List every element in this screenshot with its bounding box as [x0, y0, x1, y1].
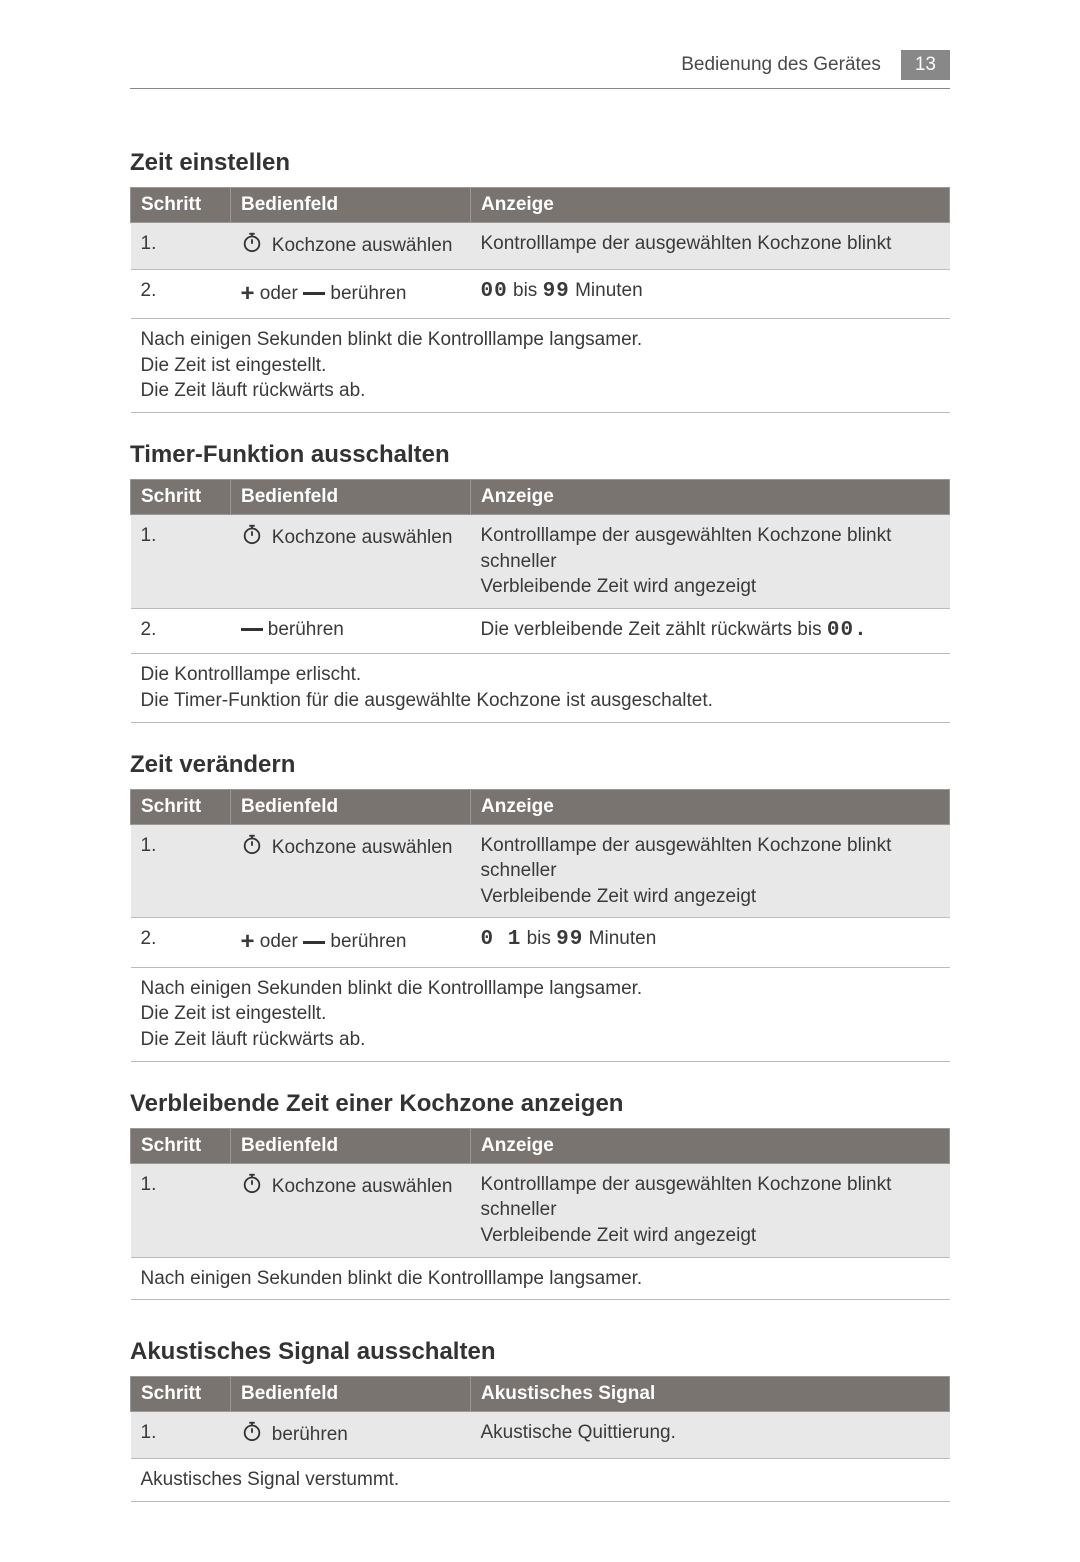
column-header: Bedienfeld — [231, 789, 471, 824]
table-footer-row: Akustisches Signal verstummt. — [131, 1458, 950, 1501]
section-title: Akustisches Signal ausschalten — [130, 1338, 950, 1366]
step-cell: 1. — [131, 1163, 231, 1257]
plus-icon: + — [241, 280, 255, 307]
operation-cell: berühren — [231, 608, 471, 653]
table-footer-row: Nach einigen Sekunden blinkt die Kontrol… — [131, 319, 950, 413]
column-header: Anzeige — [471, 1128, 950, 1163]
step-cell: 1. — [131, 223, 231, 270]
table-footer-row: Nach einigen Sekunden blinkt die Kontrol… — [131, 1257, 950, 1300]
operation-cell: berühren — [231, 1412, 471, 1459]
display-cell: 0 1 bis 99 Minuten — [471, 918, 950, 967]
step-cell: 2. — [131, 608, 231, 653]
column-header: Bedienfeld — [231, 1128, 471, 1163]
column-header: Akustisches Signal — [471, 1377, 950, 1412]
display-cell: Kontrolllampe der ausgewählten Kochzone … — [471, 514, 950, 608]
table-row: 2.+ oder berühren0 1 bis 99 Minuten — [131, 918, 950, 967]
display-cell: Kontrolllampe der ausgewählten Kochzone … — [471, 1163, 950, 1257]
section-title: Timer-Funktion ausschalten — [130, 441, 950, 469]
column-header: Anzeige — [471, 479, 950, 514]
minus-icon — [241, 628, 263, 631]
column-header: Bedienfeld — [231, 188, 471, 223]
table-row: 1. Kochzone auswählenKontrolllampe der a… — [131, 223, 950, 270]
timer-icon — [241, 833, 263, 863]
step-cell: 1. — [131, 824, 231, 918]
footer-text: Nach einigen Sekunden blinkt die Kontrol… — [131, 319, 950, 413]
timer-icon — [241, 523, 263, 553]
table-row: 2. berührenDie verbleibende Zeit zählt r… — [131, 608, 950, 653]
step-cell: 1. — [131, 1412, 231, 1459]
display-cell: 00 bis 99 Minuten — [471, 269, 950, 318]
minus-icon — [303, 941, 325, 944]
seg-display: 99 — [543, 280, 570, 303]
column-header: Schritt — [131, 1128, 231, 1163]
page-content: Zeit einstellenSchrittBedienfeldAnzeige1… — [130, 149, 950, 1502]
seg-display: 99 — [556, 928, 583, 951]
footer-text: Nach einigen Sekunden blinkt die Kontrol… — [131, 1257, 950, 1300]
table-footer-row: Nach einigen Sekunden blinkt die Kontrol… — [131, 967, 950, 1061]
operation-cell: Kochzone auswählen — [231, 223, 471, 270]
section-title: Verbleibende Zeit einer Kochzone anzeige… — [130, 1090, 950, 1118]
instruction-table: SchrittBedienfeldAnzeige1. Kochzone ausw… — [130, 187, 950, 413]
header-title: Bedienung des Gerätes — [681, 54, 881, 76]
column-header: Schritt — [131, 1377, 231, 1412]
page-number-badge: 13 — [901, 50, 950, 80]
column-header: Bedienfeld — [231, 479, 471, 514]
minus-icon — [303, 292, 325, 295]
footer-text: Akustisches Signal verstummt. — [131, 1458, 950, 1501]
step-cell: 2. — [131, 269, 231, 318]
column-header: Schritt — [131, 789, 231, 824]
step-cell: 1. — [131, 514, 231, 608]
instruction-table: SchrittBedienfeldAkustisches Signal1. be… — [130, 1376, 950, 1501]
page-header: Bedienung des Gerätes 13 — [130, 50, 950, 89]
operation-cell: Kochzone auswählen — [231, 824, 471, 918]
section-title: Zeit verändern — [130, 751, 950, 779]
table-row: 1. Kochzone auswählenKontrolllampe der a… — [131, 514, 950, 608]
plus-icon: + — [241, 928, 255, 955]
display-cell: Die verbleibende Zeit zählt rückwärts bi… — [471, 608, 950, 653]
column-header: Bedienfeld — [231, 1377, 471, 1412]
seg-display: 0 1 — [481, 928, 522, 951]
instruction-table: SchrittBedienfeldAnzeige1. Kochzone ausw… — [130, 479, 950, 723]
section-title: Zeit einstellen — [130, 149, 950, 177]
timer-icon — [241, 1172, 263, 1202]
display-cell: Akustische Quittierung. — [471, 1412, 950, 1459]
instruction-table: SchrittBedienfeldAnzeige1. Kochzone ausw… — [130, 1128, 950, 1301]
timer-icon — [241, 231, 263, 261]
operation-cell: + oder berühren — [231, 918, 471, 967]
column-header: Schritt — [131, 479, 231, 514]
column-header: Schritt — [131, 188, 231, 223]
display-cell: Kontrolllampe der ausgewählten Kochzone … — [471, 223, 950, 270]
table-row: 2.+ oder berühren00 bis 99 Minuten — [131, 269, 950, 318]
instruction-table: SchrittBedienfeldAnzeige1. Kochzone ausw… — [130, 789, 950, 1062]
table-row: 1. Kochzone auswählenKontrolllampe der a… — [131, 1163, 950, 1257]
seg-display: 00 — [481, 280, 508, 303]
operation-cell: Kochzone auswählen — [231, 1163, 471, 1257]
table-row: 1. berührenAkustische Quittierung. — [131, 1412, 950, 1459]
column-header: Anzeige — [471, 188, 950, 223]
timer-icon — [241, 1420, 263, 1450]
step-cell: 2. — [131, 918, 231, 967]
column-header: Anzeige — [471, 789, 950, 824]
operation-cell: + oder berühren — [231, 269, 471, 318]
operation-cell: Kochzone auswählen — [231, 514, 471, 608]
footer-text: Die Kontrolllampe erlischt.Die Timer-Fun… — [131, 654, 950, 722]
table-footer-row: Die Kontrolllampe erlischt.Die Timer-Fun… — [131, 654, 950, 722]
table-row: 1. Kochzone auswählenKontrolllampe der a… — [131, 824, 950, 918]
display-cell: Kontrolllampe der ausgewählten Kochzone … — [471, 824, 950, 918]
footer-text: Nach einigen Sekunden blinkt die Kontrol… — [131, 967, 950, 1061]
seg-display: 00. — [827, 619, 868, 642]
